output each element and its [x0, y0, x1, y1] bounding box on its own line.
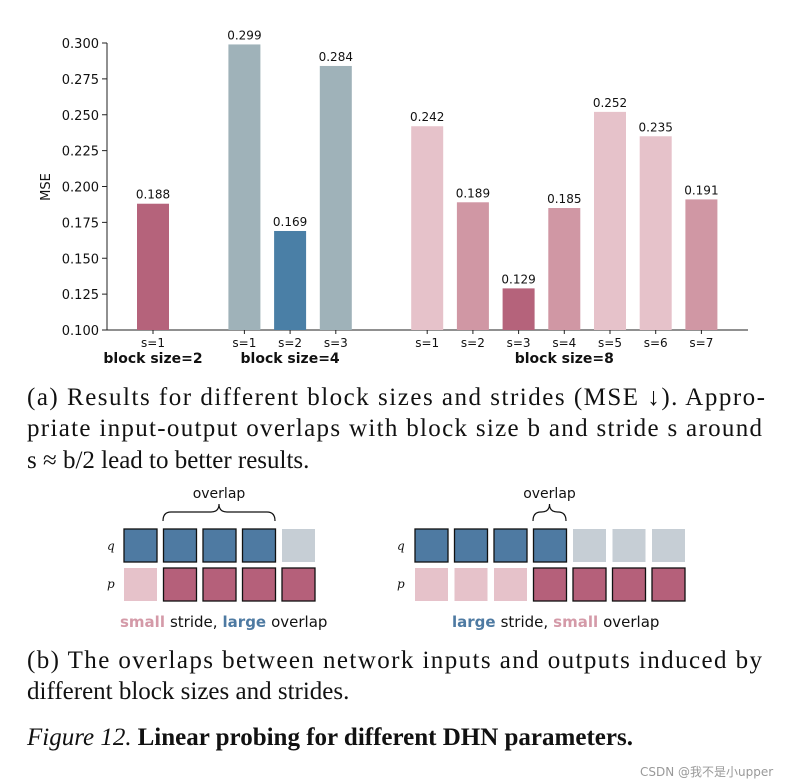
caption-line: s ≈ b/2 lead to better results.	[27, 447, 309, 474]
x-tick-label: s=2	[278, 336, 302, 350]
p-block	[611, 567, 647, 602]
value-label: 0.185	[547, 192, 581, 206]
y-tick-label: 0.100	[62, 324, 99, 339]
p-block	[415, 568, 448, 601]
q-block	[282, 529, 315, 562]
x-tick-label: s=1	[232, 336, 256, 350]
x-tick-label: s=5	[598, 336, 622, 350]
caption-part: stride,	[501, 613, 549, 631]
overlap-label: overlap	[523, 486, 576, 502]
group-label: block size=4	[241, 351, 340, 367]
x-tick-label: s=3	[507, 336, 531, 350]
value-label: 0.299	[227, 28, 261, 42]
panel-caption: small stride, large overlap	[120, 613, 327, 631]
caption-part: overlap	[603, 613, 659, 631]
p-block	[454, 568, 488, 601]
caption-part: large	[223, 613, 267, 631]
value-label: 0.191	[684, 183, 718, 197]
q-block	[612, 529, 646, 562]
p-block	[532, 567, 568, 602]
x-tick-label: s=3	[324, 336, 348, 350]
p-label: p	[397, 577, 405, 591]
y-tick-label: 0.250	[62, 109, 99, 124]
bar	[456, 202, 489, 330]
caption-line: (b) The overlaps between network inputs …	[27, 647, 763, 674]
figure-caption: Figure 12. Linear probing for different D…	[26, 724, 633, 751]
q-block	[532, 528, 568, 563]
panel-caption: large stride, small overlap	[452, 613, 659, 631]
caption-line: different block sizes and strides.	[27, 678, 349, 705]
caption-part: overlap	[271, 613, 327, 631]
y-tick-label: 0.275	[62, 73, 99, 88]
bar	[228, 44, 261, 331]
bar	[685, 199, 718, 330]
y-tick-label: 0.125	[62, 288, 99, 303]
x-tick-label: s=1	[415, 336, 439, 350]
p-block	[494, 568, 527, 601]
bar	[137, 203, 169, 330]
bar	[594, 111, 626, 330]
group-label: block size=2	[103, 351, 202, 367]
x-tick-label: s=6	[644, 336, 668, 350]
overlap-brace	[532, 503, 567, 522]
value-label: 0.169	[273, 215, 307, 229]
p-block	[651, 567, 686, 602]
q-block	[573, 529, 606, 562]
y-axis-label: MSE	[39, 173, 54, 201]
y-tick-label: 0.150	[62, 252, 99, 267]
bar	[319, 65, 352, 331]
y-tick-label: 0.300	[62, 37, 99, 52]
x-tick-label: s=1	[141, 336, 165, 350]
value-label: 0.188	[136, 188, 170, 202]
value-label: 0.242	[410, 110, 444, 124]
caption-line: (a) Results for different block sizes an…	[27, 384, 765, 411]
overlap-brace	[162, 503, 276, 522]
group-label: block size=8	[515, 351, 614, 367]
caption-part: small	[553, 613, 598, 631]
y-tick-label: 0.175	[62, 216, 99, 231]
figure-title: Linear probing for different DHN paramet…	[138, 724, 633, 751]
p-block	[572, 567, 607, 602]
p-block	[162, 567, 198, 602]
value-label: 0.189	[456, 186, 490, 200]
y-tick-label: 0.200	[62, 181, 99, 196]
p-block	[241, 567, 277, 602]
q-block	[123, 528, 158, 563]
caption-part: small	[120, 613, 165, 631]
bar	[274, 230, 307, 330]
y-tick-label: 0.225	[62, 145, 99, 160]
caption-part: large	[452, 613, 496, 631]
caption-part: stride,	[170, 613, 218, 631]
q-block	[202, 528, 237, 563]
value-label: 0.129	[501, 272, 535, 286]
bar	[548, 208, 581, 330]
caption-line: priate input-output overlaps with block …	[27, 415, 763, 442]
figure-label: Figure 12.	[26, 724, 132, 751]
q-label: q	[397, 539, 405, 553]
watermark: CSDN @我不是小upper	[640, 765, 773, 779]
value-label: 0.235	[639, 120, 673, 134]
p-label: p	[107, 577, 115, 591]
x-tick-label: s=7	[689, 336, 713, 350]
p-block	[124, 568, 157, 601]
p-block	[202, 567, 237, 602]
value-label: 0.252	[593, 96, 627, 110]
q-block	[652, 529, 685, 562]
q-block	[493, 528, 528, 563]
q-block	[414, 528, 449, 563]
overlap-label: overlap	[193, 486, 246, 502]
q-block	[453, 528, 489, 563]
bar	[411, 126, 444, 330]
value-label: 0.284	[319, 50, 353, 64]
bar	[639, 136, 672, 330]
x-tick-label: s=4	[552, 336, 576, 350]
q-block	[162, 528, 198, 563]
q-label: q	[107, 539, 115, 553]
q-block	[241, 528, 277, 563]
p-block	[281, 567, 316, 602]
bar	[502, 288, 535, 330]
x-tick-label: s=2	[461, 336, 485, 350]
